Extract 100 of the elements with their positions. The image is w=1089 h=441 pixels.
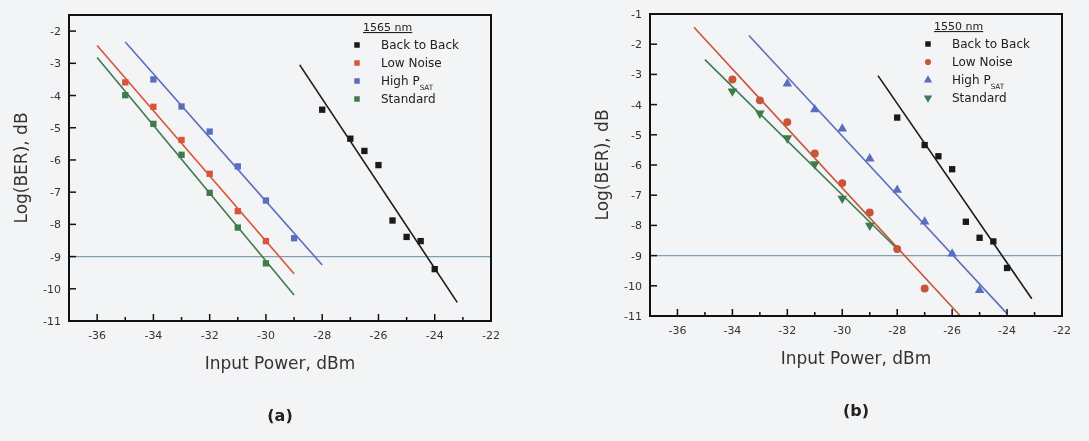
y-tick-label: -9: [50, 250, 61, 264]
x-tick-label: -34: [723, 324, 742, 337]
x-tick-label: -22: [482, 329, 500, 342]
point: [206, 170, 213, 177]
point: [234, 163, 241, 170]
point: [919, 216, 930, 225]
point: [150, 120, 157, 128]
point: [782, 78, 793, 87]
x-tick-label: -26: [943, 324, 962, 337]
point: [809, 103, 820, 113]
text: (a): [267, 406, 293, 425]
y-tick-label: -8: [631, 219, 642, 233]
point: [361, 147, 368, 155]
point: [921, 141, 928, 149]
point: [178, 136, 185, 144]
y-tick-label: -5: [631, 128, 642, 142]
y-tick-label: -3: [50, 57, 61, 71]
y-tick-label: -5: [50, 121, 61, 135]
point: [837, 195, 848, 205]
point: [728, 75, 737, 84]
point: [234, 224, 241, 231]
point: [389, 217, 396, 224]
y-tick-label: -2: [50, 25, 61, 39]
point: [122, 79, 129, 86]
point: [319, 106, 326, 113]
legend-label: Back to Back: [952, 37, 1030, 51]
legend-label: High P$_{SAT}$: [381, 74, 434, 92]
x-tick-label: -30: [833, 324, 852, 337]
y-axis-title: Log(BER), dB: [11, 112, 31, 224]
x-tick-label: -36: [88, 329, 107, 342]
point: [755, 96, 764, 105]
point: [947, 248, 957, 257]
point: [178, 103, 185, 110]
point: [122, 92, 129, 99]
point: [782, 135, 793, 144]
x-tick-label: -32: [778, 324, 797, 337]
y-tick-label: -9: [631, 249, 642, 263]
y-tick-label: -3: [631, 68, 642, 82]
point: [262, 197, 270, 204]
legend-title: 1550 nm: [934, 20, 984, 33]
point: [894, 114, 901, 121]
x-tick-label: -34: [144, 329, 163, 342]
point: [150, 76, 157, 83]
legend-label: Low Noise: [952, 55, 1013, 69]
x-tick-label: -28: [313, 329, 332, 342]
y-tick-label: -6: [631, 159, 642, 172]
point: [976, 234, 983, 241]
y-tick-label: -6: [50, 153, 61, 167]
y-tick-label: -10: [43, 282, 61, 296]
point: [262, 237, 270, 245]
point: [755, 110, 765, 119]
y-tick-label: -4: [50, 89, 61, 103]
y-tick-label: -2: [631, 38, 642, 52]
text: (b): [842, 401, 870, 420]
y-axis-title: Log(BER), dB: [592, 109, 612, 221]
point: [290, 235, 298, 242]
y-tick-label: -1: [631, 8, 642, 21]
point: [864, 222, 875, 231]
point: [935, 153, 942, 160]
x-tick-label: -36: [668, 324, 687, 337]
y-tick-label: -7: [631, 189, 642, 203]
point: [920, 284, 929, 293]
point: [234, 208, 241, 215]
x-tick-label: -24: [425, 329, 444, 342]
point: [206, 189, 213, 196]
legend-label: High P$_{SAT}$: [952, 73, 1005, 91]
x-tick-label: -28: [888, 324, 907, 337]
y-tick-label: -11: [43, 315, 61, 328]
point: [1003, 264, 1011, 272]
x-tick-label: -32: [200, 329, 219, 342]
point: [403, 233, 410, 241]
point: [150, 103, 157, 110]
x-tick-label: -24: [998, 324, 1017, 337]
x-axis-title: Input Power, dBm: [204, 353, 356, 373]
point: [262, 260, 270, 267]
point: [206, 128, 213, 135]
x-tick-label: -30: [256, 329, 275, 342]
legend-label: Standard: [381, 92, 436, 106]
point: [727, 88, 738, 97]
point: [431, 265, 438, 273]
point: [178, 151, 185, 158]
point: [810, 149, 819, 158]
point: [962, 218, 970, 225]
legend-label: Standard: [952, 91, 1007, 105]
x-tick-label: -26: [369, 329, 388, 342]
legend-label: Back to Back: [381, 38, 459, 52]
point: [893, 244, 902, 253]
legend-title: 1565 nm: [363, 21, 413, 34]
point: [347, 135, 354, 142]
point: [865, 208, 874, 217]
y-tick-label: -7: [50, 186, 61, 200]
x-tick-label: -22: [1053, 324, 1071, 337]
point: [417, 237, 424, 245]
point: [837, 123, 848, 132]
y-tick-label: -11: [624, 310, 642, 323]
point: [375, 161, 382, 169]
point: [838, 179, 847, 188]
point: [809, 161, 820, 170]
point: [948, 166, 956, 173]
legend-label: Low Noise: [381, 56, 442, 70]
